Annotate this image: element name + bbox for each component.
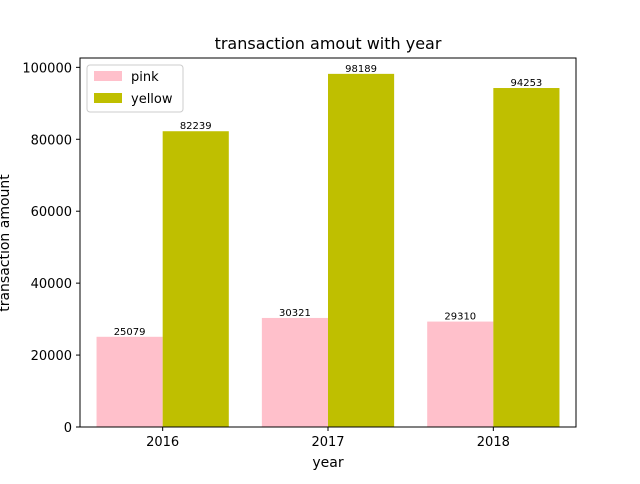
data-label-yellow-2018: 94253 <box>510 78 542 89</box>
data-labels-group: 25079 30321 29310 82239 98189 94253 <box>114 64 543 338</box>
y-tick-label: 60000 <box>31 205 72 220</box>
data-label-pink-2016: 25079 <box>114 327 146 338</box>
y-axis-label: transaction amount <box>0 174 13 312</box>
bars-group <box>96 73 560 428</box>
legend: pink yellow <box>86 64 184 113</box>
data-label-yellow-2017: 98189 <box>345 64 377 75</box>
bar-yellow-2016 <box>162 131 229 428</box>
x-tick-label-2016: 2016 <box>146 435 179 450</box>
x-tick-label-2018: 2018 <box>477 435 510 450</box>
y-tick-label: 0 <box>64 421 72 436</box>
legend-label-pink: pink <box>131 70 159 85</box>
y-tick-label: 100000 <box>22 61 72 76</box>
legend-swatch-pink <box>94 71 122 81</box>
x-axis: 2016 2017 2018 <box>146 427 510 450</box>
y-tick-label: 80000 <box>31 133 72 148</box>
bar-yellow-2017 <box>328 73 395 427</box>
y-axis: 0 20000 40000 60000 80000 100000 <box>22 61 80 436</box>
bar-pink-2017 <box>261 317 328 427</box>
data-label-yellow-2016: 82239 <box>180 121 212 132</box>
bar-pink-2016 <box>96 336 163 427</box>
x-axis-label: year <box>312 455 343 471</box>
legend-swatch-yellow <box>94 93 122 103</box>
bar-pink-2018 <box>427 321 494 427</box>
data-label-pink-2017: 30321 <box>279 308 311 319</box>
chart-title: transaction amout with year <box>215 34 442 53</box>
y-tick-label: 40000 <box>31 277 72 292</box>
y-tick-label: 20000 <box>31 349 72 364</box>
plot-frame <box>79 57 577 428</box>
data-label-pink-2018: 29310 <box>444 312 476 323</box>
legend-label-yellow: yellow <box>131 92 173 107</box>
bar-yellow-2018 <box>493 88 560 428</box>
x-tick-label-2017: 2017 <box>311 435 344 450</box>
